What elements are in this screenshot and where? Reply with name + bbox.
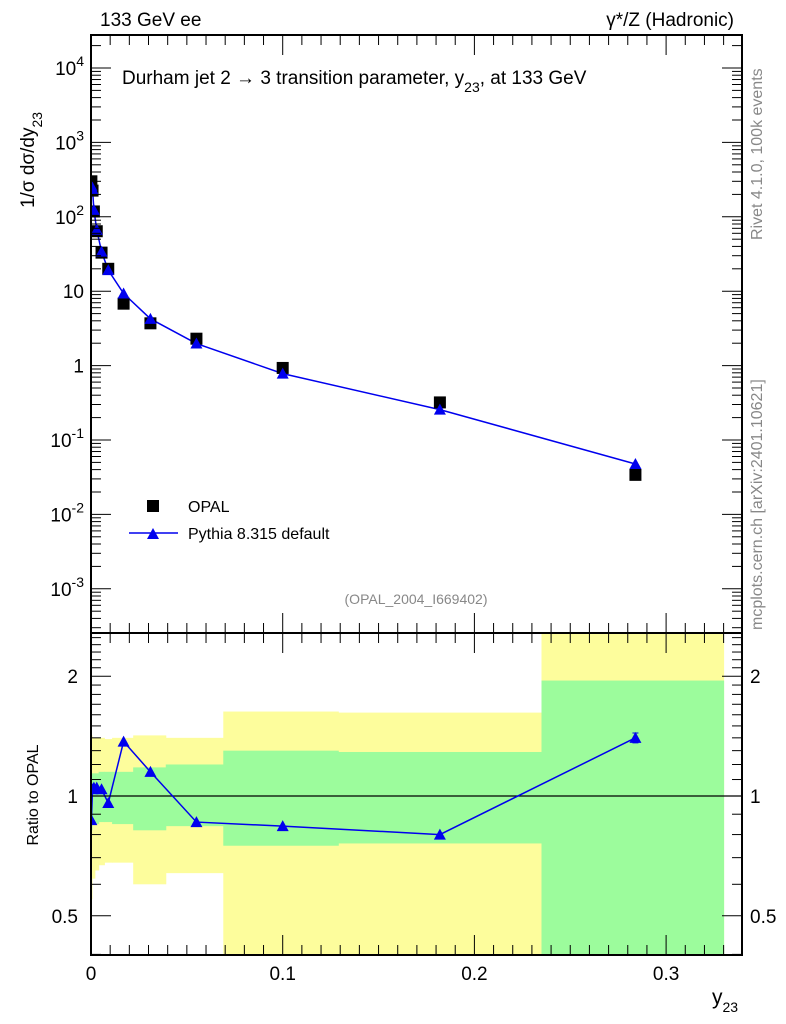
ratio-point	[276, 820, 289, 832]
ratio-y-tick-label-right: 1	[750, 787, 761, 808]
uncertainty-band-inner	[133, 767, 167, 831]
ratio-point	[433, 828, 446, 840]
uncertainty-band-inner	[94, 773, 100, 825]
legend-square-marker	[147, 500, 159, 512]
uncertainty-band-inner	[338, 751, 542, 844]
ratio-y-label: Ratio to OPAL	[25, 744, 42, 845]
mc-point	[91, 203, 100, 215]
mcplots-credit: mcplots.cern.ch [arXiv:2401.10621]	[749, 379, 766, 630]
ratio-y-tick-label-right: 0.5	[750, 907, 776, 928]
legend: OPAL Pythia 8.315 default	[129, 499, 330, 543]
x-tick-label: 0.3	[653, 964, 679, 985]
data-point	[629, 468, 642, 481]
y-tick-label: 1	[73, 357, 84, 378]
uncertainty-band-inner	[223, 750, 339, 846]
mc-point	[433, 403, 446, 415]
header-left: 133 GeV ee	[100, 10, 201, 31]
y-tick-label: 10	[63, 282, 84, 303]
ratio-panel: 0.5 0.5 1 1 2 2 0 0.1 0.2 0.3 Ratio to OPAL y23	[25, 632, 776, 1015]
ratio-y-tick-label-left: 1	[67, 787, 78, 808]
data-point	[433, 396, 446, 409]
uncertainty-band-inner	[104, 771, 113, 823]
mc-point	[102, 264, 115, 276]
y-tick-label: 10-1	[50, 425, 84, 452]
x-tick-label: 0.2	[461, 964, 487, 985]
mc-line	[91, 185, 636, 465]
uncertainty-band-inner	[98, 771, 105, 823]
mc-point	[91, 183, 99, 195]
ratio-point	[629, 731, 642, 743]
main-frame	[90, 34, 743, 634]
mc-point	[91, 223, 103, 235]
ratio-point	[95, 783, 108, 795]
y-tick-label: 10-3	[50, 574, 84, 601]
y-axis-label: 1/σ dσ/dy23	[18, 112, 45, 208]
y-tick-label: 10-2	[50, 499, 84, 526]
x-tick-label: 0.1	[269, 964, 295, 985]
ratio-point	[102, 797, 115, 809]
data-point	[117, 297, 130, 310]
ratio-point	[117, 735, 130, 747]
y-tick-label: 103	[55, 127, 84, 154]
ratio-point	[91, 814, 98, 826]
rivet-version: Rivet 4.1.0, 100k events	[749, 68, 766, 240]
plot-title: Durham jet 2 → 3 transition parameter, y…	[122, 68, 587, 95]
mc-point	[95, 245, 108, 257]
main-panel: 10-3 10-2 10-1 1 10 102 103 104 Durham jet 2 → …	[18, 34, 743, 634]
uncertainty-band-inner	[165, 764, 224, 827]
uncertainty-band-inner	[112, 771, 134, 825]
ratio-y-tick-label-left: 2	[67, 667, 78, 688]
ratio-point	[190, 816, 203, 828]
mc-point	[190, 337, 203, 349]
header-right: γ*/Z (Hadronic)	[606, 10, 734, 31]
x-axis-label: y23	[712, 986, 738, 1015]
ratio-point	[144, 765, 157, 777]
uncertainty-band-inner	[541, 680, 725, 955]
mc-point	[629, 457, 642, 469]
uncertainty-band-inner	[92, 773, 96, 825]
legend-label-data: OPAL	[188, 499, 230, 516]
ratio-y-tick-label-left: 0.5	[52, 907, 78, 928]
mc-point	[117, 287, 130, 299]
legend-triangle-marker	[147, 528, 159, 539]
mc-point	[144, 312, 157, 324]
analysis-id: (OPAL_2004_I669402)	[345, 591, 488, 607]
y-tick-label: 102	[55, 202, 84, 229]
ratio-y-tick-label-right: 2	[750, 667, 761, 688]
mc-point	[276, 367, 289, 379]
legend-label-mc: Pythia 8.315 default	[188, 526, 330, 543]
y-tick-label: 104	[55, 53, 84, 80]
x-tick-label: 0	[86, 964, 97, 985]
